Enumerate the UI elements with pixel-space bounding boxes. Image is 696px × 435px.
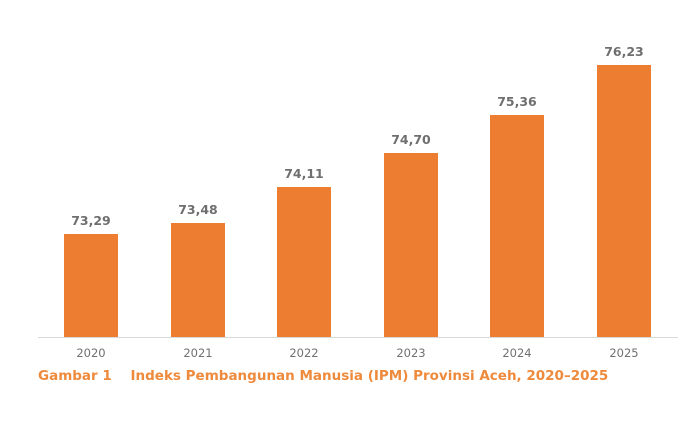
figure-label: Gambar 1 xyxy=(38,368,112,384)
value-label-2020: 73,29 xyxy=(71,213,111,228)
bar-2024 xyxy=(490,115,544,337)
figure-caption: Gambar 1 Indeks Pembangunan Manusia (IPM… xyxy=(38,368,608,384)
bar-2020 xyxy=(64,234,118,337)
value-label-2025: 76,23 xyxy=(604,44,644,59)
x-tick-2021: 2021 xyxy=(183,346,213,360)
x-tick-2024: 2024 xyxy=(502,346,532,360)
bar-2022 xyxy=(277,187,331,337)
figure-title: Indeks Pembangunan Manusia (IPM) Provins… xyxy=(130,368,609,384)
x-tick-2022: 2022 xyxy=(289,346,319,360)
value-label-2022: 74,11 xyxy=(284,166,324,181)
x-tick-2025: 2025 xyxy=(609,346,639,360)
bar-2021 xyxy=(171,223,225,337)
value-label-2023: 74,70 xyxy=(391,132,431,147)
bar-2025 xyxy=(597,65,651,337)
value-label-2024: 75,36 xyxy=(497,94,537,109)
x-tick-2023: 2023 xyxy=(396,346,426,360)
bar-2023 xyxy=(384,153,438,337)
x-axis-line xyxy=(38,337,678,338)
x-tick-2020: 2020 xyxy=(76,346,106,360)
value-label-2021: 73,48 xyxy=(178,202,218,217)
